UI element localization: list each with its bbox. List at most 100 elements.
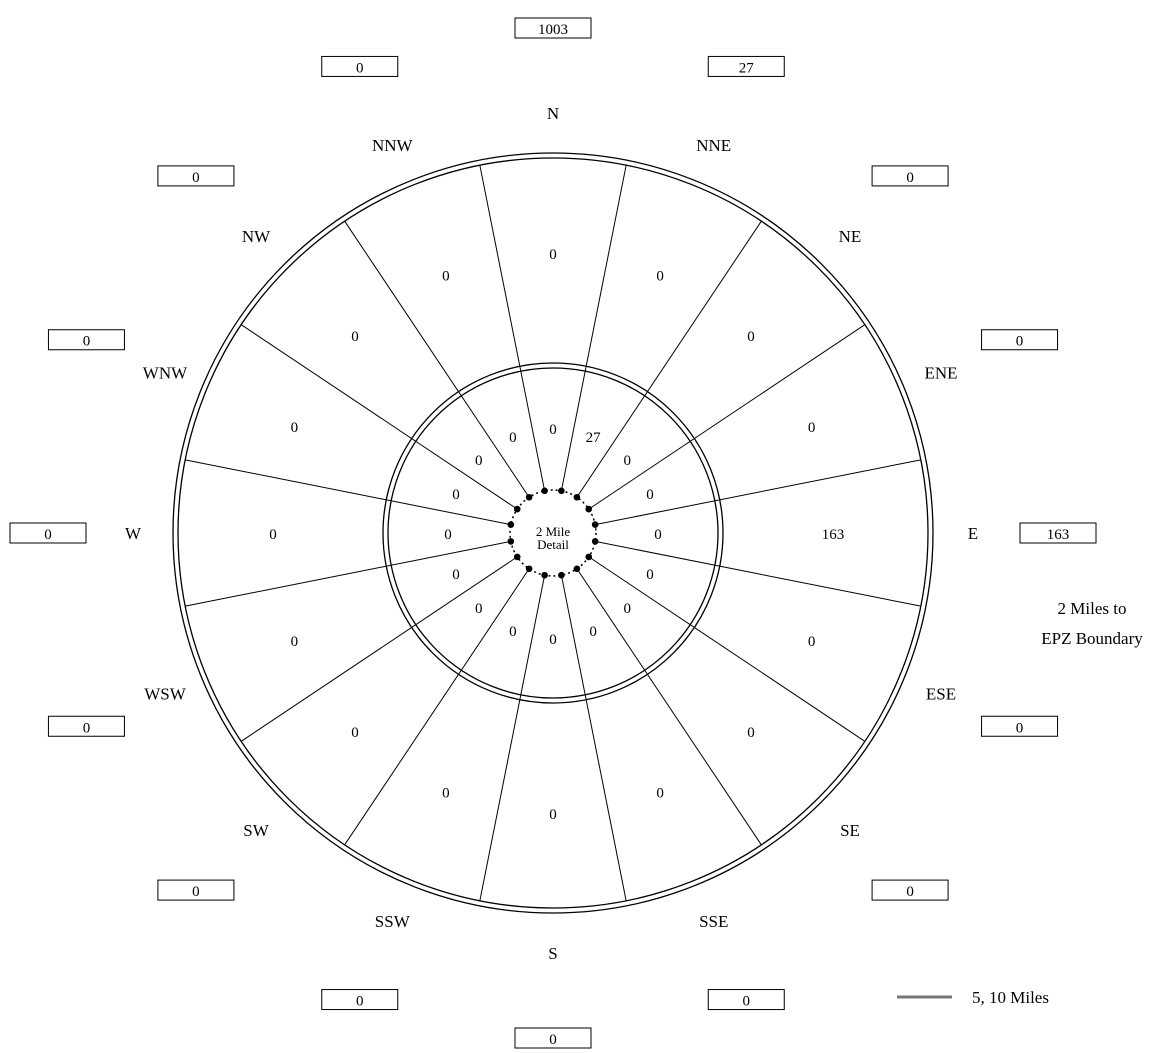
sector-divider bbox=[344, 568, 530, 846]
sector-value-5mi: 0 bbox=[623, 601, 631, 617]
sector-value-5mi: 0 bbox=[509, 430, 517, 446]
outer-ring-inner bbox=[177, 157, 929, 909]
direction-total-value: 0 bbox=[1016, 334, 1024, 350]
sector-boundary-dot bbox=[573, 493, 581, 501]
sector-value-10mi: 0 bbox=[291, 634, 299, 650]
sector-divider bbox=[576, 568, 762, 846]
sector-value-10mi: 0 bbox=[549, 807, 557, 823]
total-box-frame bbox=[47, 329, 125, 351]
sector-boundary-dot bbox=[513, 505, 521, 513]
sector-value-5mi: 27 bbox=[586, 430, 602, 446]
direction-total-box: 0 bbox=[321, 989, 399, 1011]
sector-value-10mi: 0 bbox=[808, 420, 816, 436]
direction-label: NW bbox=[242, 227, 271, 246]
sector-divider bbox=[588, 324, 866, 510]
sector-value-5mi: 0 bbox=[452, 487, 460, 503]
total-box-frame bbox=[514, 17, 592, 39]
direction-label: S bbox=[548, 944, 557, 963]
direction-total-value: 0 bbox=[192, 170, 200, 186]
direction-label: W bbox=[125, 524, 142, 543]
sector-boundary-dot bbox=[558, 571, 565, 579]
direction-total-box: 0 bbox=[514, 1027, 592, 1049]
direction-total-value: 0 bbox=[549, 1032, 557, 1048]
middle-ring-inner bbox=[387, 367, 719, 699]
epz-label-line1: 2 Miles to bbox=[1058, 599, 1127, 618]
direction-label: NNE bbox=[696, 136, 731, 155]
direction-total-value: 0 bbox=[356, 994, 364, 1010]
total-box-frame bbox=[871, 879, 949, 901]
sector-boundary-dot bbox=[591, 538, 599, 545]
direction-total-value: 0 bbox=[192, 884, 200, 900]
total-box-frame bbox=[47, 715, 125, 737]
direction-total-value: 0 bbox=[906, 884, 914, 900]
sector-value-10mi: 0 bbox=[808, 634, 816, 650]
sector-divider bbox=[479, 165, 546, 491]
sector-divider bbox=[595, 459, 921, 526]
sector-value-5mi: 0 bbox=[589, 624, 597, 640]
sector-value-10mi: 0 bbox=[351, 725, 359, 741]
direction-total-box: 0 bbox=[47, 329, 125, 351]
direction-total-box: 0 bbox=[871, 879, 949, 901]
sector-value-10mi: 0 bbox=[442, 786, 450, 802]
distance-rings bbox=[172, 152, 934, 914]
sector-boundary-dot bbox=[507, 538, 515, 545]
sector-divider bbox=[560, 575, 627, 901]
total-box-frame bbox=[321, 989, 399, 1011]
sector-divider bbox=[240, 556, 518, 742]
sector-value-5mi: 0 bbox=[475, 453, 483, 469]
direction-labels: N NNE NE ENE E ESE SE SSE S SSW SW WSW W WNW NW NNW bbox=[125, 104, 978, 963]
sector-value-5mi: 0 bbox=[623, 453, 631, 469]
sector-value-10mi: 163 bbox=[822, 527, 845, 543]
direction-total-box: 1003 bbox=[514, 17, 592, 39]
direction-total-box: 0 bbox=[47, 715, 125, 737]
sector-value-10mi: 0 bbox=[549, 247, 557, 263]
sector-value-10mi: 0 bbox=[747, 725, 755, 741]
direction-label: NNW bbox=[372, 136, 414, 155]
sector-divider bbox=[479, 575, 546, 901]
direction-label: ESE bbox=[926, 685, 956, 704]
sector-boundary-dot bbox=[573, 565, 581, 573]
direction-total-box: 27 bbox=[707, 55, 785, 77]
sector-divider bbox=[185, 540, 511, 607]
total-box-frame bbox=[707, 55, 785, 77]
total-box-frame bbox=[157, 165, 235, 187]
sector-boundary-dot bbox=[513, 553, 521, 561]
center-detail: 2 Mile Detail bbox=[536, 524, 571, 552]
total-boxes: 1003 27 0 0 163 0 0 0 0 0 0 0 0 0 0 0 bbox=[9, 17, 1097, 1049]
direction-total-value: 27 bbox=[739, 60, 755, 76]
sector-values: 0 0 0 27 0 0 0 0 163 0 0 0 0 0 0 0 0 0 0 0 0 0 0 0 0 0 0 0 0 0 0 0 bbox=[269, 247, 844, 823]
epz-label-line2: EPZ Boundary bbox=[1041, 629, 1143, 648]
center-label-line1: 2 Mile bbox=[536, 524, 571, 539]
sector-value-10mi: 0 bbox=[442, 268, 450, 284]
legend: 5, 10 Miles bbox=[897, 988, 1049, 1007]
middle-ring bbox=[382, 362, 724, 704]
sector-value-10mi: 0 bbox=[656, 268, 664, 284]
direction-total-box: 0 bbox=[707, 989, 785, 1011]
direction-total-value: 0 bbox=[83, 334, 91, 350]
sector-boundary-dot bbox=[585, 505, 593, 513]
direction-label: SE bbox=[840, 821, 860, 840]
sector-value-10mi: 0 bbox=[747, 329, 755, 345]
total-box-frame bbox=[981, 329, 1059, 351]
direction-label: E bbox=[968, 524, 978, 543]
sector-boundary-dot bbox=[507, 521, 515, 528]
sector-divider bbox=[240, 324, 518, 510]
direction-total-value: 163 bbox=[1047, 527, 1070, 543]
direction-total-box: 0 bbox=[981, 715, 1059, 737]
total-box-frame bbox=[157, 879, 235, 901]
sector-value-5mi: 0 bbox=[475, 601, 483, 617]
sector-value-5mi: 0 bbox=[452, 567, 460, 583]
direction-total-value: 0 bbox=[356, 60, 364, 76]
sector-boundary-dot bbox=[541, 487, 548, 495]
sector-value-10mi: 0 bbox=[269, 527, 277, 543]
direction-label: WSW bbox=[144, 685, 187, 704]
sector-value-5mi: 0 bbox=[509, 624, 517, 640]
sector-boundary-dot bbox=[585, 553, 593, 561]
total-box-frame bbox=[1019, 522, 1097, 544]
total-box-frame bbox=[707, 989, 785, 1011]
direction-total-box: 0 bbox=[157, 165, 235, 187]
sector-divider bbox=[595, 540, 921, 607]
direction-total-box: 0 bbox=[9, 522, 87, 544]
total-box-frame bbox=[514, 1027, 592, 1049]
direction-label: ENE bbox=[925, 363, 958, 382]
